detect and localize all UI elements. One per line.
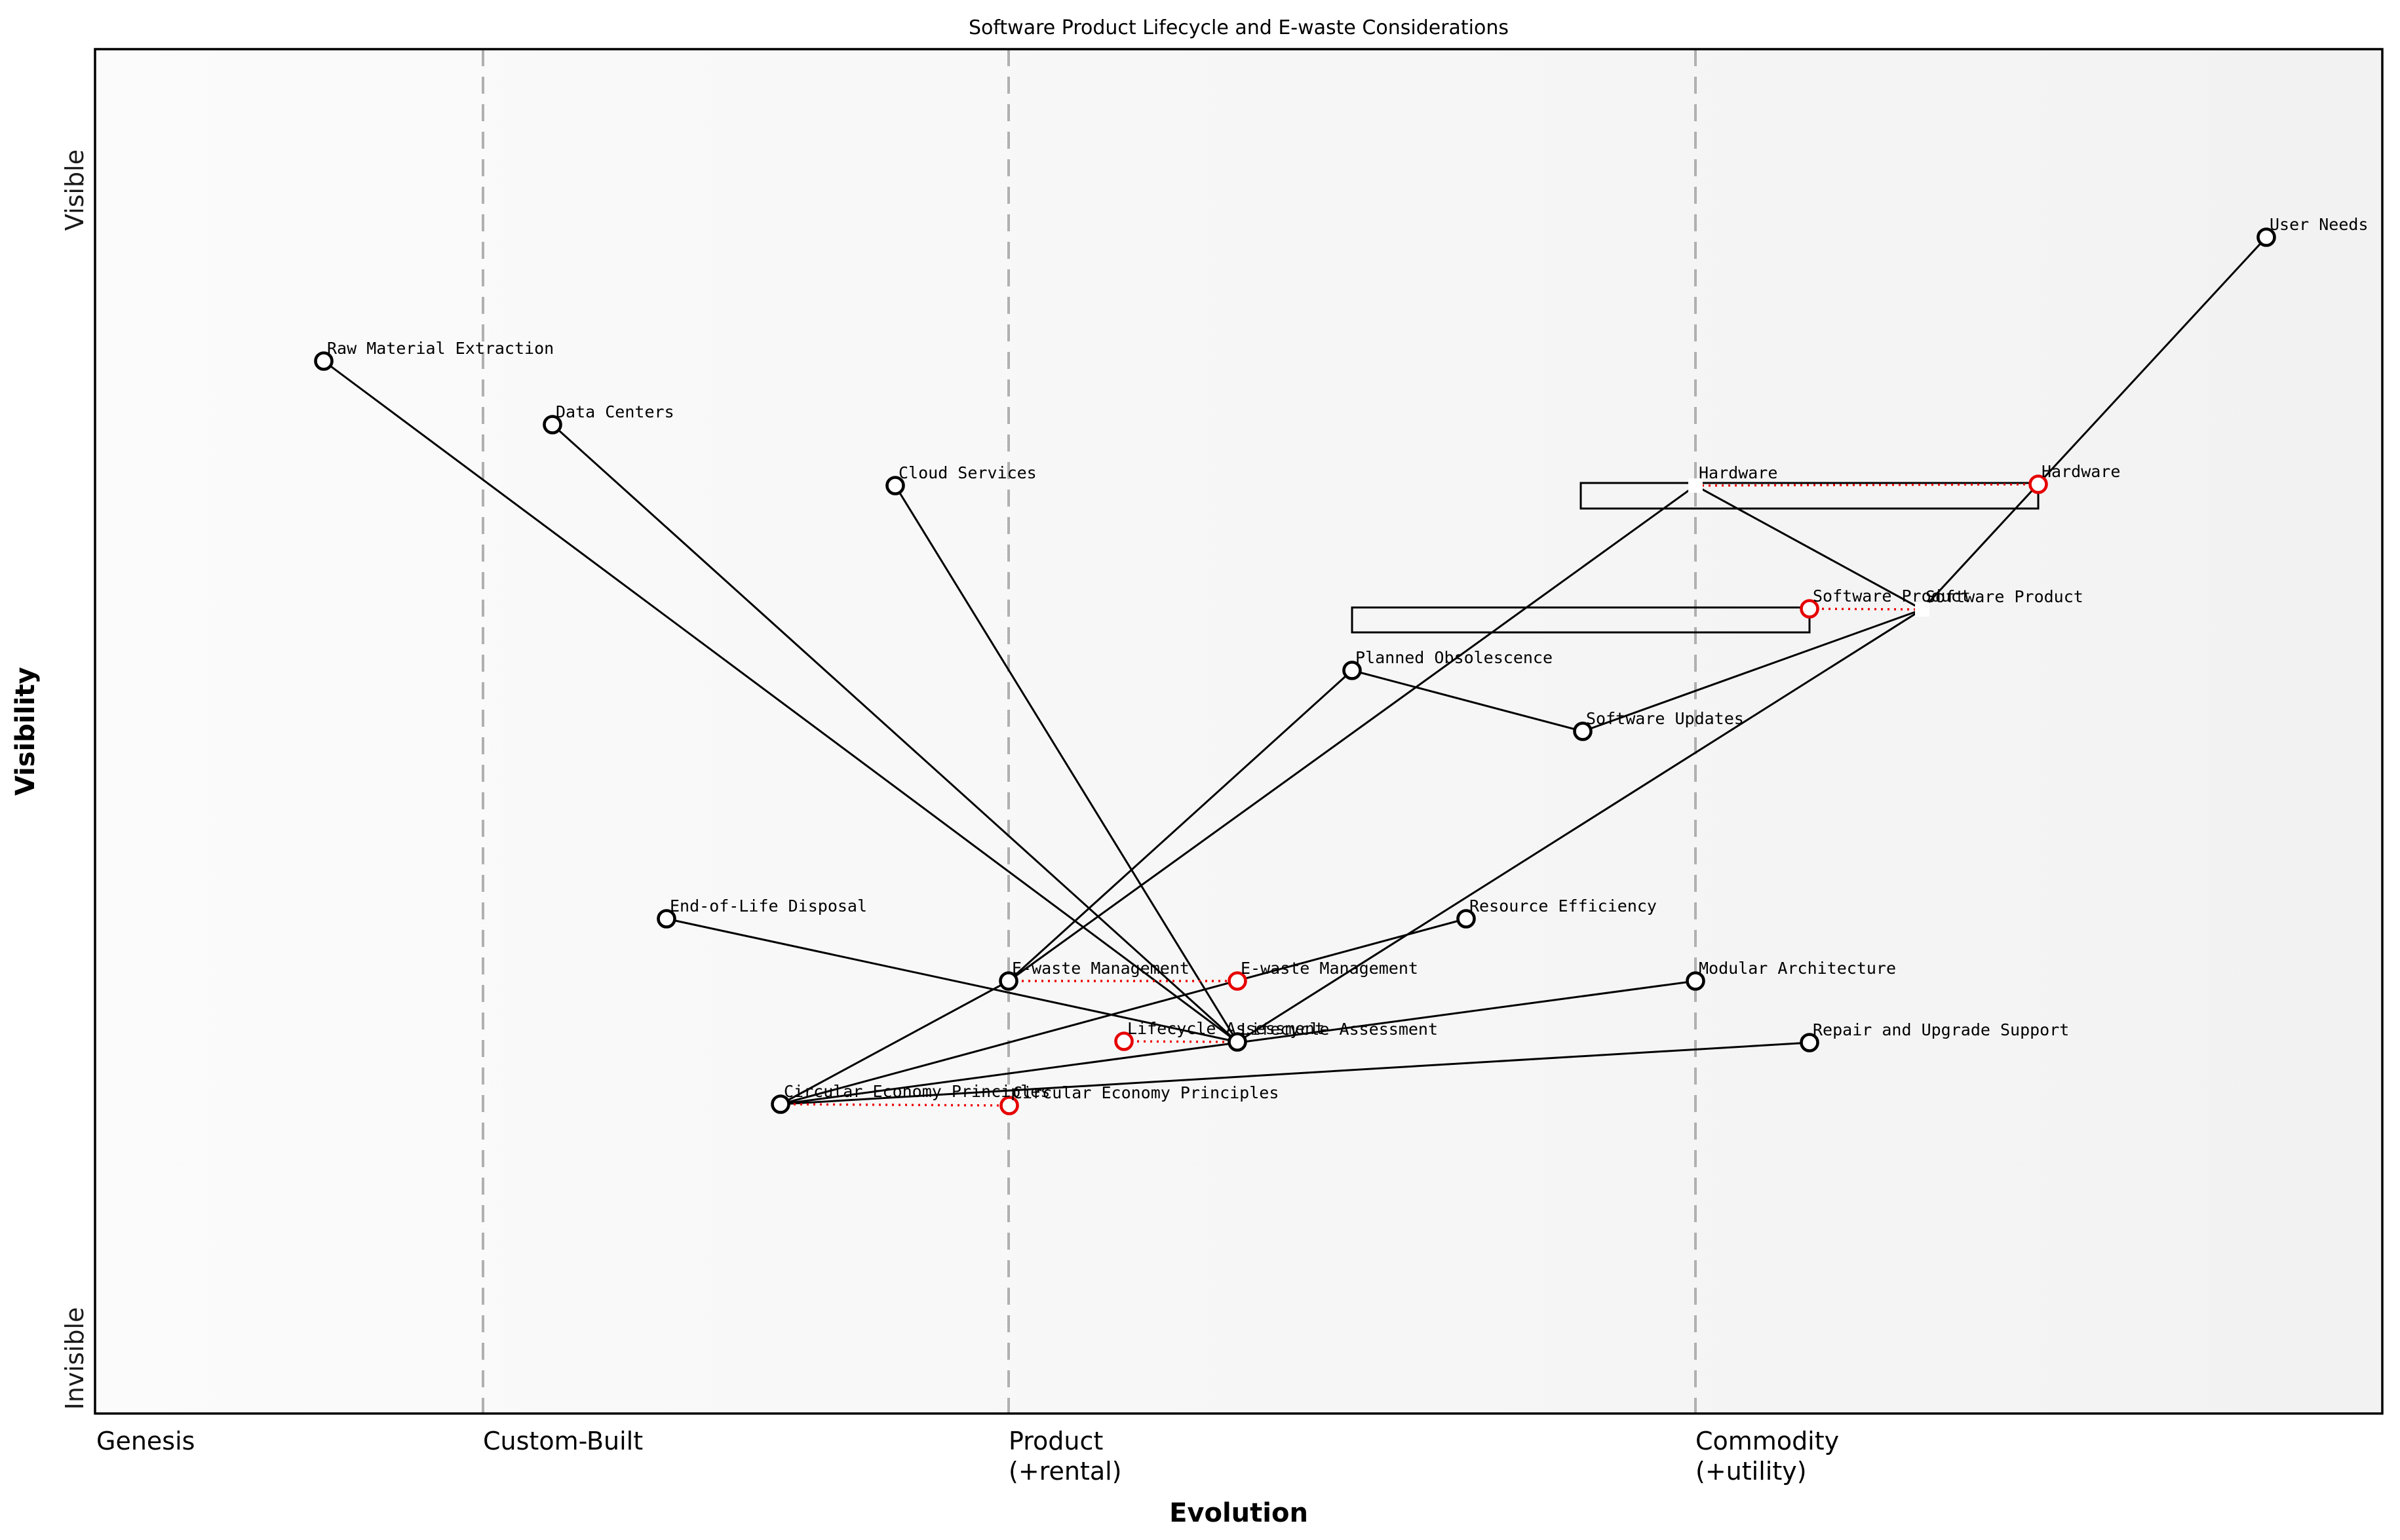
edge-user-needs--software-product <box>1921 236 2268 611</box>
node-label-resource-efficiency: Resource Efficiency <box>1469 896 1657 915</box>
plot-area <box>95 49 2382 1414</box>
x-axis-ticks: Genesis Custom-Built Product (+rental) C… <box>96 1427 1839 1486</box>
x-axis-title: Evolution <box>1169 1498 1308 1528</box>
y-axis-title: Visibility <box>10 667 41 796</box>
y-tick-invisible: Invisible <box>60 1307 89 1410</box>
node-label-cloud-services: Cloud Services <box>899 463 1037 482</box>
node-label-lifecycle-assessment-evolved: Lifecycle Assessment <box>1127 1019 1325 1038</box>
edge-circular-economy-principles--repair-upgrade-support <box>780 1041 1810 1106</box>
node-raw-material-extraction <box>314 351 334 371</box>
node-modular-architecture <box>1686 971 1705 991</box>
node-label-e-waste-management-evolved: E-waste Management <box>1241 959 1418 978</box>
map-layers: User Needs Raw Material Extraction Data Ce… <box>314 49 2369 1414</box>
x-tick-genesis: Genesis <box>96 1427 195 1455</box>
pipeline-box-0 <box>1579 482 2040 510</box>
node-lifecycle-assessment <box>1228 1032 1247 1052</box>
node-label-raw-material-extraction: Raw Material Extraction <box>327 339 554 358</box>
node-label-software-updates: Software Updates <box>1586 709 1744 728</box>
edge-software-product--lifecycle-assessment <box>1237 608 1923 1043</box>
node-label-circular-economy-principles: Circular Economy Principles <box>784 1082 1050 1101</box>
node-resource-efficiency <box>1456 909 1476 929</box>
evolve-line-hardware <box>1695 483 2039 487</box>
plot-border <box>94 48 2384 1415</box>
edge-planned-obsolescence--software-updates <box>1351 669 1583 733</box>
node-e-waste-management-evolved <box>1228 971 1247 991</box>
node-label-repair-upgrade-support: Repair and Upgrade Support <box>1813 1020 2069 1039</box>
evolve-line-circular-economy-principles <box>780 1103 1010 1107</box>
edge-end-of-life-disposal--lifecycle-assessment <box>666 917 1238 1043</box>
node-label-e-waste-management: E-waste Management <box>1012 959 1190 978</box>
node-label-planned-obsolescence: Planned Obsolescence <box>1355 648 1553 667</box>
x-tick-custom-built: Custom-Built <box>483 1427 643 1455</box>
node-planned-obsolescence <box>1342 661 1362 680</box>
node-cloud-services <box>885 476 905 495</box>
chart-title: Software Product Lifecycle and E-waste C… <box>969 16 1509 39</box>
node-label-circular-economy-principles-evolved: Circular Economy Principles <box>1013 1083 1279 1102</box>
node-lifecycle-assessment-evolved <box>1114 1031 1134 1051</box>
node-user-needs <box>2256 227 2276 247</box>
node-label-lifecycle-assessment: Lifecycle Assessment <box>1241 1020 1438 1039</box>
edge-raw-material-extraction--lifecycle-assessment <box>323 360 1238 1043</box>
node-hardware <box>1688 478 1703 493</box>
node-software-updates <box>1573 722 1593 741</box>
edge-cloud-services--lifecycle-assessment <box>894 485 1239 1043</box>
x-tick-product: Product <box>1009 1427 1103 1455</box>
node-hardware-evolved <box>2028 474 2048 494</box>
y-tick-visible: Visible <box>60 149 89 231</box>
edge-data-centers--lifecycle-assessment <box>551 423 1239 1043</box>
node-e-waste-management <box>999 971 1018 991</box>
node-label-hardware: Hardware <box>1699 463 1777 482</box>
node-label-data-centers: Data Centers <box>556 402 674 421</box>
node-label-user-needs: User Needs <box>2270 215 2369 234</box>
edge-circular-economy-principles--resource-efficiency <box>780 917 1467 1106</box>
node-software-product <box>1915 602 1929 617</box>
node-software-product-evolved <box>1800 599 1819 619</box>
node-label-end-of-life-disposal: End-of-Life Disposal <box>670 896 867 915</box>
x-tick-product-sub: (+rental) <box>1009 1457 1121 1486</box>
edge-software-product--hardware <box>1695 484 1923 611</box>
x-tick-commodity-sub: (+utility) <box>1695 1457 1807 1486</box>
edge-e-waste-management--hardware <box>1008 484 1696 982</box>
x-tick-commodity: Commodity <box>1695 1427 1839 1455</box>
edge-e-waste-management--circular-economy-principles <box>780 980 1009 1106</box>
pipeline-box-1 <box>1351 606 1811 634</box>
node-label-software-product-evolved: Software Product <box>1813 587 1971 606</box>
edge-software-product--software-updates <box>1582 608 1923 733</box>
node-end-of-life-disposal <box>657 909 676 929</box>
node-circular-economy-principles <box>771 1094 790 1114</box>
node-label-software-product: Software Product <box>1926 587 2083 606</box>
node-repair-upgrade-support <box>1800 1033 1819 1052</box>
node-data-centers <box>543 415 562 434</box>
node-circular-economy-principles-evolved <box>999 1096 1019 1115</box>
edge-planned-obsolescence--e-waste-management <box>1007 669 1353 982</box>
node-label-hardware-evolved: Hardware <box>2042 462 2120 481</box>
node-label-modular-architecture: Modular Architecture <box>1699 959 1896 978</box>
